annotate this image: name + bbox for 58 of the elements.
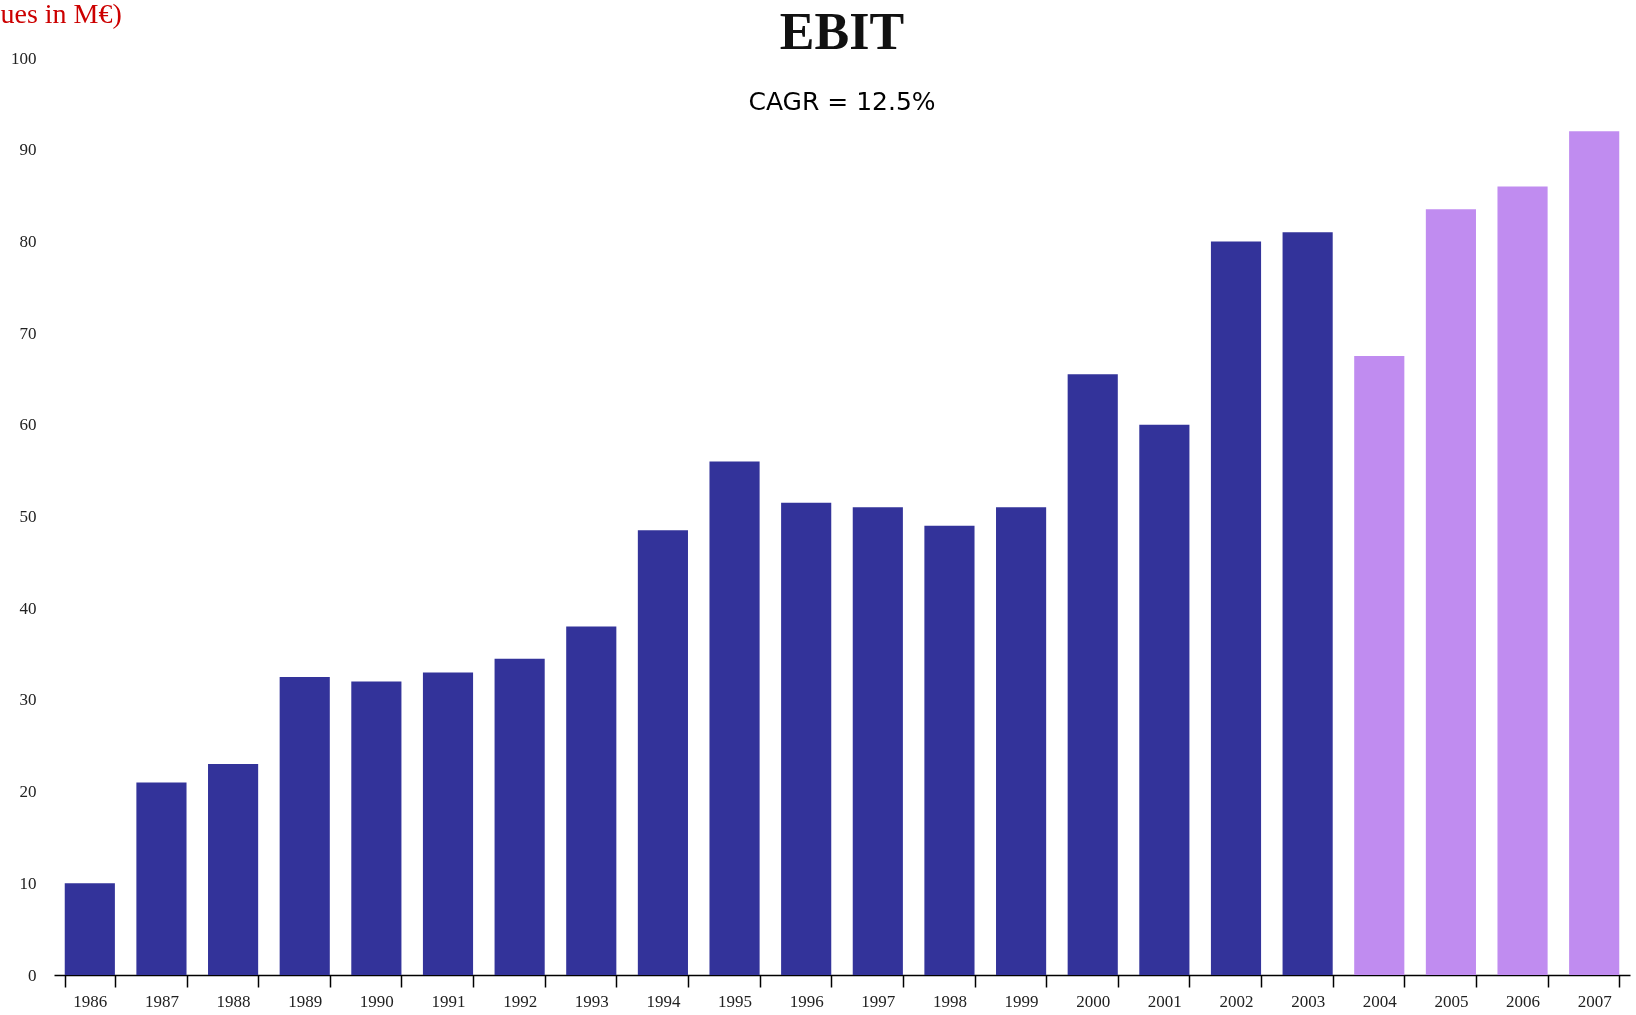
y-tick-label: 30 bbox=[19, 690, 37, 710]
x-tick-label: 2001 bbox=[1147, 991, 1182, 1011]
y-tick-label: 0 bbox=[28, 965, 37, 985]
x-tick-label: 1997 bbox=[861, 991, 896, 1011]
x-tick-label: 1986 bbox=[73, 991, 108, 1011]
bar bbox=[1139, 424, 1190, 975]
bar bbox=[136, 782, 187, 975]
x-tick-label: 1996 bbox=[789, 991, 824, 1011]
bar bbox=[637, 530, 688, 975]
y-tick-label: 70 bbox=[19, 323, 37, 343]
text: CAGR = 12.5% bbox=[748, 87, 936, 116]
bar bbox=[422, 672, 474, 975]
bar bbox=[1497, 186, 1548, 975]
x-tick-label: 2004 bbox=[1362, 991, 1398, 1011]
bar bbox=[709, 461, 760, 975]
y-tick-label: 80 bbox=[19, 231, 37, 251]
bar bbox=[1425, 209, 1476, 975]
x-tick-label: 2002 bbox=[1219, 991, 1254, 1011]
bar bbox=[279, 676, 330, 975]
x-tick-label: 1999 bbox=[1004, 991, 1039, 1011]
bar bbox=[64, 883, 115, 975]
y-tick-label: 20 bbox=[19, 782, 37, 802]
x-tick-label: 1992 bbox=[503, 991, 538, 1011]
bar bbox=[494, 658, 545, 975]
x-tick-label: 1998 bbox=[932, 991, 967, 1011]
bar bbox=[1210, 241, 1262, 975]
y-tick-label: 40 bbox=[19, 598, 37, 618]
bar bbox=[1354, 356, 1405, 975]
bar bbox=[996, 507, 1047, 975]
x-tick-label: 1993 bbox=[574, 991, 609, 1011]
bar bbox=[852, 507, 903, 975]
bar bbox=[924, 525, 975, 975]
bar bbox=[1282, 232, 1333, 975]
bar bbox=[351, 681, 402, 975]
x-tick-label: 1995 bbox=[718, 991, 753, 1011]
x-tick-label: 2003 bbox=[1291, 991, 1326, 1011]
y-tick-label: 60 bbox=[19, 415, 37, 435]
y-axis-title: ues in M€) bbox=[0, 0, 122, 29]
y-tick-label: 90 bbox=[19, 140, 37, 160]
bar bbox=[1067, 374, 1118, 975]
x-tick-label: 1990 bbox=[359, 991, 394, 1011]
y-tick-label: 100 bbox=[11, 48, 37, 68]
x-tick-label: 2005 bbox=[1434, 991, 1469, 1011]
x-tick-label: 1994 bbox=[646, 991, 681, 1011]
bar bbox=[781, 502, 832, 975]
x-tick-label: 1987 bbox=[144, 991, 180, 1011]
bar bbox=[566, 626, 617, 975]
y-tick-label: 10 bbox=[19, 873, 37, 893]
x-tick-label: 1991 bbox=[431, 991, 466, 1011]
chart-title: EBIT bbox=[779, 3, 905, 60]
y-tick-label: 50 bbox=[19, 507, 37, 526]
bar bbox=[208, 764, 259, 975]
x-tick-label: 2000 bbox=[1076, 991, 1111, 1011]
bar bbox=[1569, 131, 1620, 975]
x-tick-label: 1988 bbox=[216, 991, 251, 1011]
x-tick-label: 2007 bbox=[1577, 991, 1613, 1011]
x-tick-label: 1989 bbox=[288, 991, 323, 1011]
x-tick-label: 2006 bbox=[1506, 991, 1541, 1011]
